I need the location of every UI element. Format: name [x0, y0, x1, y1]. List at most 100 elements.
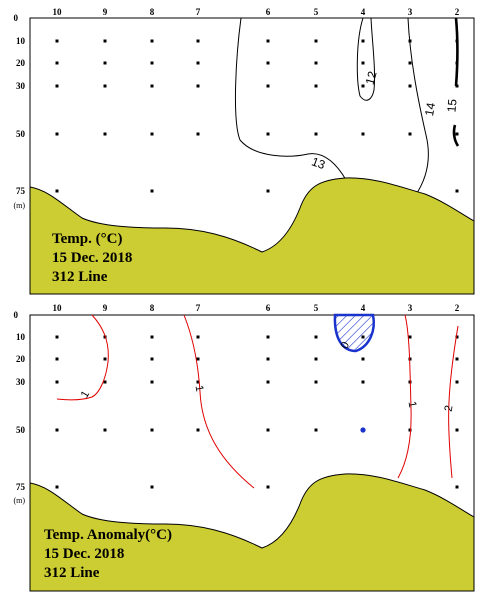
bottom-caption-line: Temp. Anomaly(°C) — [44, 527, 172, 543]
anomaly-1-center — [183, 314, 255, 489]
sample-point — [361, 61, 365, 65]
sample-point — [266, 357, 270, 361]
isotherm-14 — [407, 17, 429, 197]
sample-point — [314, 61, 318, 65]
bottom-depth-label: 30 — [16, 377, 26, 387]
sample-point — [150, 84, 154, 88]
sample-point — [150, 357, 154, 361]
anomaly-label-1-right: 1 — [406, 400, 419, 408]
top-panel: 10 9 8 7 6 5 4 3 2 0 10 20 30 50 75 (m) — [13, 7, 475, 295]
bottom-anomaly-contours — [56, 314, 459, 489]
sample-point — [266, 84, 270, 88]
bottom-panel: 10 9 8 7 6 5 4 3 2 0 10 20 30 50 75 (m) — [13, 303, 475, 592]
top-station-label: 5 — [314, 7, 319, 17]
sample-point — [314, 132, 318, 136]
sample-point — [55, 61, 59, 65]
sample-point — [266, 335, 270, 339]
bottom-station-label: 5 — [314, 303, 319, 313]
top-depth-label: 0 — [14, 13, 19, 23]
sample-point — [361, 357, 365, 361]
bottom-depth-unit: (m) — [13, 496, 25, 505]
contour-label-15: 15 — [444, 98, 459, 113]
sample-point — [266, 61, 270, 65]
bottom-caption-line: 15 Dec. 2018 — [44, 546, 124, 562]
sample-point — [150, 485, 154, 489]
bottom-depth-label: 50 — [16, 425, 26, 435]
bottom-station-label: 10 — [53, 303, 63, 313]
sample-point — [150, 39, 154, 43]
anomaly-label-2: 2 — [443, 404, 456, 412]
bottom-depth-label: 75 — [16, 482, 26, 492]
sample-point — [408, 357, 412, 361]
sample-point — [196, 357, 200, 361]
top-seabed — [29, 177, 475, 295]
sample-point — [103, 357, 107, 361]
sample-point — [103, 61, 107, 65]
bottom-depth-label: 20 — [16, 354, 26, 364]
sample-point — [455, 357, 459, 361]
sample-point — [455, 485, 459, 489]
bottom-station-label: 9 — [103, 303, 108, 313]
sample-point — [55, 132, 59, 136]
top-contour-labels: 12 13 14 15 — [310, 69, 460, 172]
contour-label-14: 14 — [422, 101, 438, 117]
sample-point — [103, 84, 107, 88]
bottom-station-label: 2 — [455, 303, 460, 313]
top-caption-line: 15 Dec. 2018 — [52, 250, 132, 266]
top-depth-labels: 0 10 20 30 50 75 (m) — [13, 13, 25, 210]
anomaly-label-0: 0 — [339, 340, 352, 351]
negative-anomaly-spot — [360, 427, 366, 433]
sample-point — [361, 132, 365, 136]
top-caption: Temp. (°C) 15 Dec. 2018 312 Line — [52, 231, 132, 285]
sample-point — [103, 380, 107, 384]
isotherm-15-lower — [452, 124, 460, 147]
bottom-contour-labels: 1 1 0 1 2 — [79, 340, 456, 413]
sample-point — [55, 39, 59, 43]
anomaly-1-right — [397, 314, 412, 479]
bottom-depth-label: 0 — [14, 310, 19, 320]
sample-point — [103, 428, 107, 432]
bottom-station-labels: 10 9 8 7 6 5 4 3 2 — [53, 303, 460, 313]
top-caption-line: 312 Line — [52, 269, 108, 285]
sample-point — [361, 380, 365, 384]
sample-point — [408, 132, 412, 136]
bottom-station-label: 6 — [266, 303, 271, 313]
sample-point — [314, 39, 318, 43]
sample-point — [196, 61, 200, 65]
bottom-depth-labels: 0 10 20 30 50 75 (m) — [13, 310, 25, 505]
top-station-label: 7 — [196, 7, 201, 17]
bottom-station-label: 7 — [196, 303, 201, 313]
anomaly-label-1-left: 1 — [79, 389, 92, 400]
sample-point — [314, 428, 318, 432]
sample-point — [314, 357, 318, 361]
sample-point — [55, 380, 59, 384]
sample-point — [266, 39, 270, 43]
isotherm-13 — [234, 17, 347, 181]
sample-point — [266, 189, 270, 193]
top-depth-label: 30 — [16, 81, 26, 91]
top-sample-points — [55, 39, 459, 193]
top-depth-label: 10 — [16, 36, 26, 46]
sample-point — [408, 428, 412, 432]
sample-point — [150, 335, 154, 339]
sample-point — [314, 84, 318, 88]
sample-point — [196, 380, 200, 384]
sample-point — [103, 39, 107, 43]
sample-point — [196, 84, 200, 88]
sample-point — [314, 335, 318, 339]
top-depth-unit: (m) — [13, 201, 25, 210]
sample-point — [150, 189, 154, 193]
isotherm-15 — [454, 17, 459, 87]
top-isotherms — [234, 17, 460, 197]
sample-point — [196, 335, 200, 339]
sample-point — [150, 428, 154, 432]
anomaly-label-1-center: 1 — [193, 384, 206, 392]
sample-point — [196, 132, 200, 136]
sample-point — [455, 132, 459, 136]
sample-point — [266, 485, 270, 489]
contour-label-12: 12 — [363, 69, 380, 86]
top-caption-line: Temp. (°C) — [52, 231, 122, 247]
sample-point — [408, 84, 412, 88]
sample-point — [266, 380, 270, 384]
